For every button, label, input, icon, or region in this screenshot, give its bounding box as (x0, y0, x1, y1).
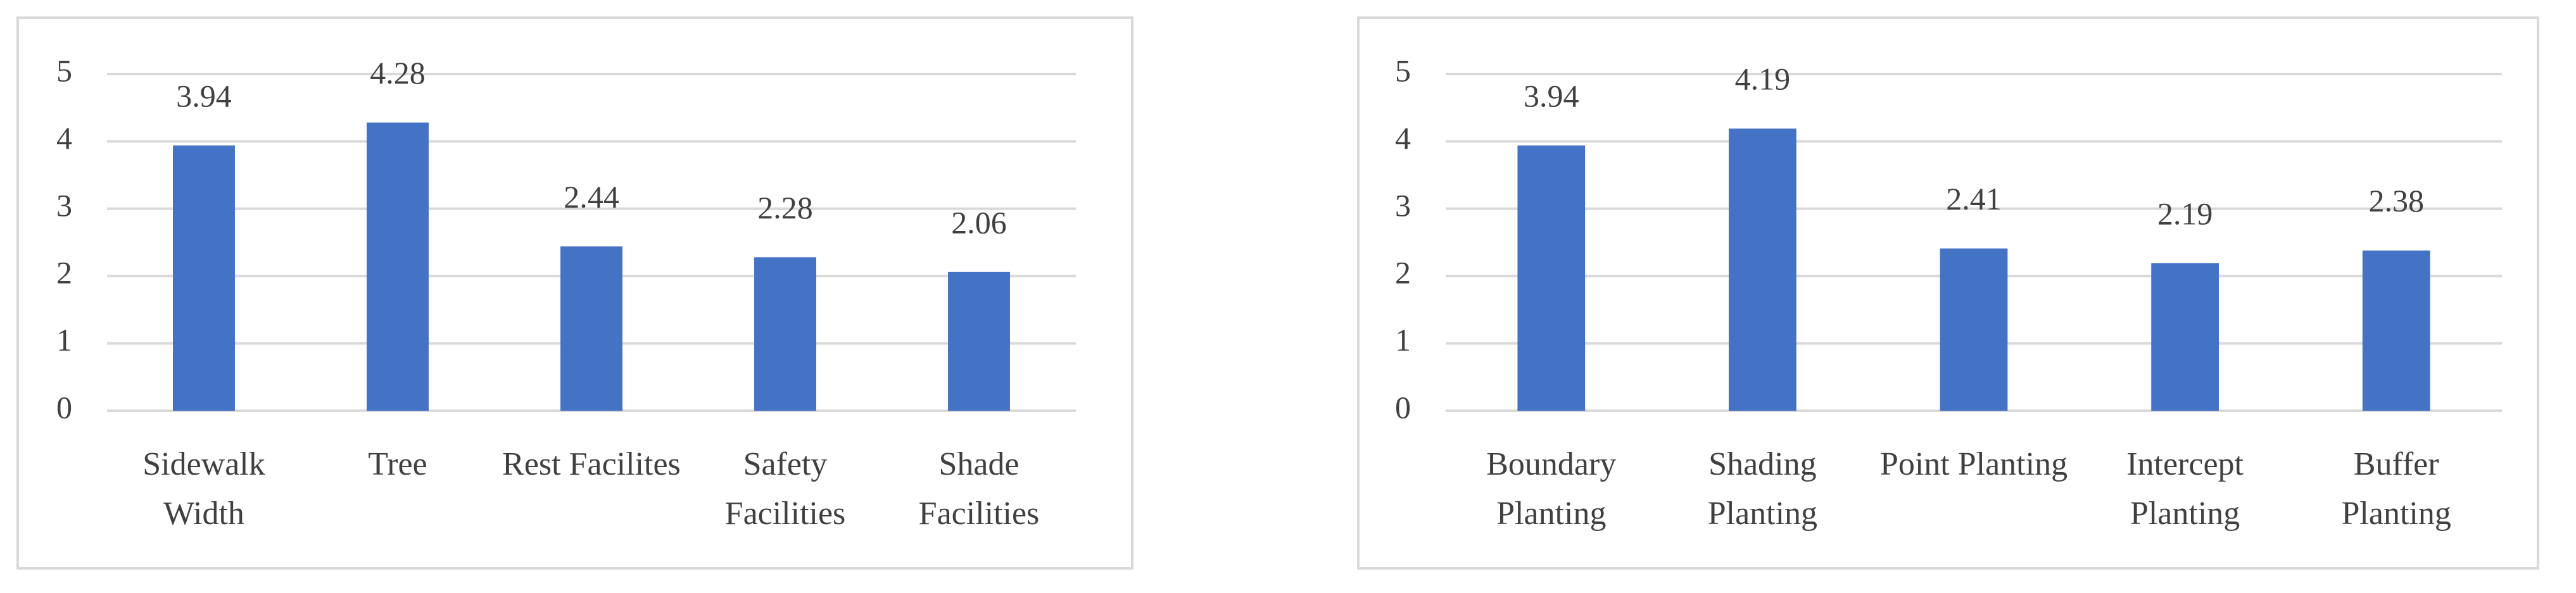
x-tick-label: Rest Facilites (502, 446, 681, 482)
y-tick-label: 0 (56, 389, 72, 425)
data-label: 2.41 (1946, 181, 2002, 216)
bar (754, 257, 816, 411)
y-tick-label: 5 (56, 53, 72, 88)
bar (2362, 250, 2430, 411)
bar (367, 122, 429, 411)
y-tick-label: 4 (1395, 120, 1411, 156)
x-tick-label: Tree (368, 446, 427, 482)
y-tick-label: 4 (56, 120, 72, 156)
data-label: 3.94 (1524, 78, 1579, 113)
x-tick-label: Safety Facilities (724, 446, 846, 532)
x-tick-label: Shading Planting (1707, 446, 1818, 532)
bar (1517, 145, 1586, 411)
bar (1940, 248, 2008, 411)
data-label: 4.19 (1735, 61, 1791, 97)
bar (948, 272, 1010, 411)
bar (2151, 263, 2219, 411)
y-tick-label: 3 (1395, 187, 1411, 223)
y-tick-label: 5 (1395, 53, 1411, 88)
x-tick-label: Shade Facilities (918, 446, 1040, 532)
bar (560, 246, 622, 411)
data-label: 2.38 (2368, 183, 2424, 218)
data-label: 3.94 (176, 78, 232, 113)
data-label: 2.28 (757, 190, 813, 225)
y-tick-label: 1 (1395, 322, 1411, 358)
data-label: 2.44 (564, 179, 619, 215)
y-tick-label: 0 (1395, 389, 1411, 425)
y-tick-label: 3 (56, 187, 72, 223)
data-label: 2.06 (951, 204, 1007, 240)
bar (1729, 128, 1796, 411)
x-tick-label: Sidewalk Width (142, 446, 265, 532)
x-tick-label: Intercept Planting (2126, 446, 2244, 532)
x-tick-label: Point Planting (1879, 446, 2068, 482)
data-label: 4.28 (370, 55, 426, 91)
x-tick-label: Buffer Planting (2341, 446, 2451, 532)
x-tick-label: Boundary Planting (1486, 446, 1617, 532)
data-label: 2.19 (2157, 196, 2213, 231)
bar (173, 145, 235, 411)
y-tick-label: 2 (1395, 255, 1411, 290)
y-tick-label: 2 (56, 255, 72, 290)
y-tick-label: 1 (56, 322, 72, 358)
